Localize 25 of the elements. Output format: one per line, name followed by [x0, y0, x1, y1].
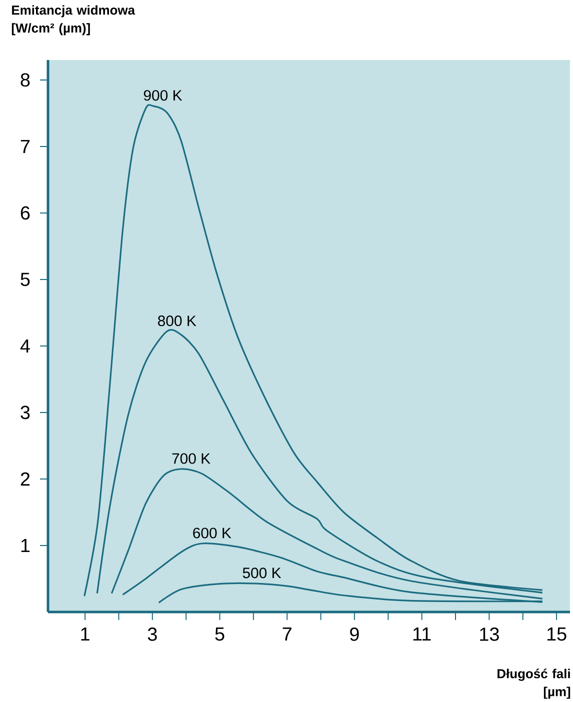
- y-tick-label: 6: [20, 206, 30, 220]
- y-tick-label: 7: [20, 140, 30, 153]
- series-label: 600 K: [193, 528, 232, 538]
- x-tick-label: 3: [148, 628, 157, 641]
- series-label: 700 K: [172, 453, 210, 464]
- y-tick-label: 3: [20, 406, 30, 420]
- x-tick-label: 1: [81, 628, 90, 641]
- line-series: [84, 104, 544, 597]
- y-tick-label: 4: [20, 339, 30, 352]
- x-tick-label: 13: [480, 628, 499, 641]
- x-axis-title: Długość fali [µm]: [498, 668, 570, 699]
- x-tick-label: 5: [215, 628, 224, 641]
- y-tick-label: 1: [21, 538, 30, 552]
- series-label: 900 K: [144, 90, 182, 101]
- series-label: 800 K: [158, 316, 196, 326]
- y-tick-label: 5: [20, 272, 30, 286]
- x-tick-label: 9: [350, 628, 359, 641]
- y-tick-label: 8: [20, 73, 30, 87]
- x-tick-label: 15: [547, 628, 566, 641]
- x-tick-label: 11: [413, 628, 431, 641]
- series-label: 500 K: [242, 568, 282, 578]
- y-axis-title: Emitancja widmowa [W/cm² (µm)]: [12, 5, 136, 36]
- line-series: [110, 468, 544, 600]
- y-tick-label: 2: [20, 472, 30, 486]
- x-tick-label: 7: [282, 628, 292, 641]
